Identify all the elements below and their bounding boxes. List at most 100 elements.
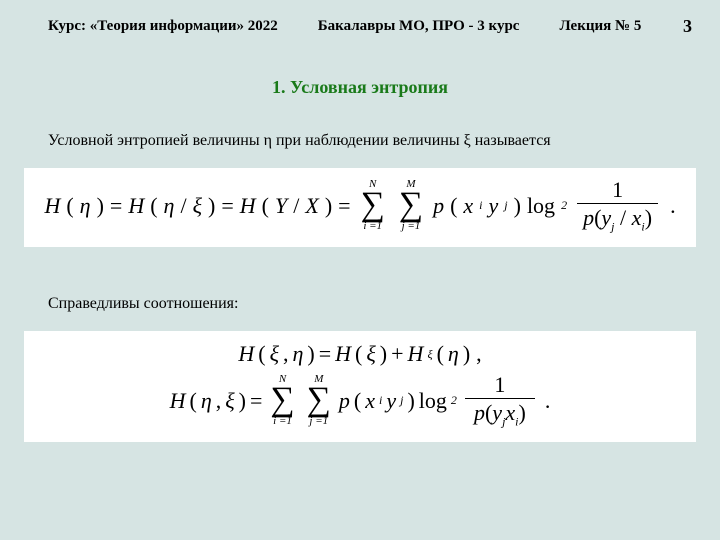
rparen: ) [208,193,215,219]
lparen: ( [66,193,73,219]
denominator: p(yj / xi) [577,204,658,233]
sum-lower: j =1 [402,221,421,232]
sigma-icon: ∑ [307,385,331,416]
dot: . [670,193,676,219]
sym-x: x [463,193,473,219]
comma: , [283,341,289,367]
rparen: ) [519,400,526,425]
eq: = [250,388,262,414]
log: log [527,193,555,219]
sym-y: y [386,388,396,414]
sym-xi: ξ [193,193,202,219]
rparen: ) [97,193,104,219]
fraction: 1 p(yj / xi) [577,178,658,233]
definition-text: Условной энтропией величины η при наблюд… [48,132,680,150]
rparen: ) [307,341,314,367]
rparen: ) [514,193,521,219]
sigma-icon: ∑ [361,190,385,221]
lparen: ( [354,388,361,414]
lparen: ( [450,193,457,219]
eq: = [110,193,122,219]
sym-p: p [474,400,485,425]
numerator: 1 [606,178,629,203]
fraction: 1 p(yjxi) [465,373,535,428]
sym-xi: ξ [270,341,279,367]
sym-xi: ξ [366,341,375,367]
sub-i: i [379,393,382,408]
sym-p: p [433,193,444,219]
sigma-icon: ∑ [270,385,294,416]
denominator: p(yjxi) [468,399,532,428]
sym-H: H [240,193,256,219]
audience-label: Бакалавры МО, ПРО - 3 курс [318,18,520,35]
sym-X: X [305,193,318,219]
lparen: ( [355,341,362,367]
sym-p: p [339,388,350,414]
sub-i: i [479,198,482,213]
dot: . [545,388,551,414]
sum-j: M ∑ j =1 [307,374,331,427]
lparen: ( [262,193,269,219]
lparen: ( [258,341,265,367]
slash: / [293,193,299,219]
sym-H: H [44,193,60,219]
comma: , [476,341,482,367]
section-title: 1. Условная энтропия [0,77,720,98]
lecture-label: Лекция № 5 [559,18,641,35]
sym-y: y [489,193,499,219]
formula-line-1: H(ξ,η) = H(ξ) + Hξ(η), [238,341,481,367]
slash: / [615,205,632,230]
formula-line-2: H(η,ξ) = N ∑ i =1 M ∑ j =1 p(xiyj) log2 … [170,373,551,428]
sym-x: x [365,388,375,414]
relations-text: Справедливы соотношения: [48,295,680,313]
sigma-icon: ∑ [399,190,423,221]
sym-Y: Y [275,193,287,219]
slide-header: Курс: «Теория информации» 2022 Бакалавры… [0,0,720,35]
lparen: ( [437,341,444,367]
rparen: ) [239,388,246,414]
sym-H: H [170,388,186,414]
comma: , [216,388,222,414]
lparen: ( [150,193,157,219]
eq: = [338,193,350,219]
sym-eta: η [164,193,175,219]
sub-j: j [400,393,403,408]
rparen: ) [407,388,414,414]
sym-H: H [238,341,254,367]
slash: / [180,193,186,219]
eq: = [221,193,233,219]
sub-xi: ξ [427,347,432,362]
log-base: 2 [451,393,457,408]
sum-lower: j =1 [309,416,328,427]
numerator: 1 [488,373,511,398]
sum-i: N ∑ i =1 [270,374,294,427]
log-base: 2 [561,198,567,213]
sub-j: j [504,198,507,213]
lparen: ( [189,388,196,414]
rparen: ) [645,205,652,230]
page-number: 3 [683,16,692,37]
course-label: Курс: «Теория информации» 2022 [48,18,278,35]
sym-H: H [408,341,424,367]
formula-joint-entropy: H(ξ,η) = H(ξ) + Hξ(η), H(η,ξ) = N ∑ i =1… [24,331,696,442]
formula-conditional-entropy: H(η) = H(η / ξ) = H(Y / X) = N ∑ i =1 M … [24,168,696,247]
plus: + [391,341,403,367]
sym-eta: η [448,341,459,367]
log: log [419,388,447,414]
sum-lower: i =1 [273,416,292,427]
sym-H: H [335,341,351,367]
sym-x: x [632,205,642,230]
sym-eta: η [201,388,212,414]
rparen: ) [325,193,332,219]
sym-x: x [505,400,515,425]
sym-eta: η [292,341,303,367]
eq: = [319,341,331,367]
sum-j: M ∑ j =1 [399,179,423,232]
sym-y: y [492,400,502,425]
sym-y: y [601,205,611,230]
sym-p: p [583,205,594,230]
rparen: ) [463,341,470,367]
sum-i: N ∑ i =1 [361,179,385,232]
rparen: ) [380,341,387,367]
sym-H: H [128,193,144,219]
